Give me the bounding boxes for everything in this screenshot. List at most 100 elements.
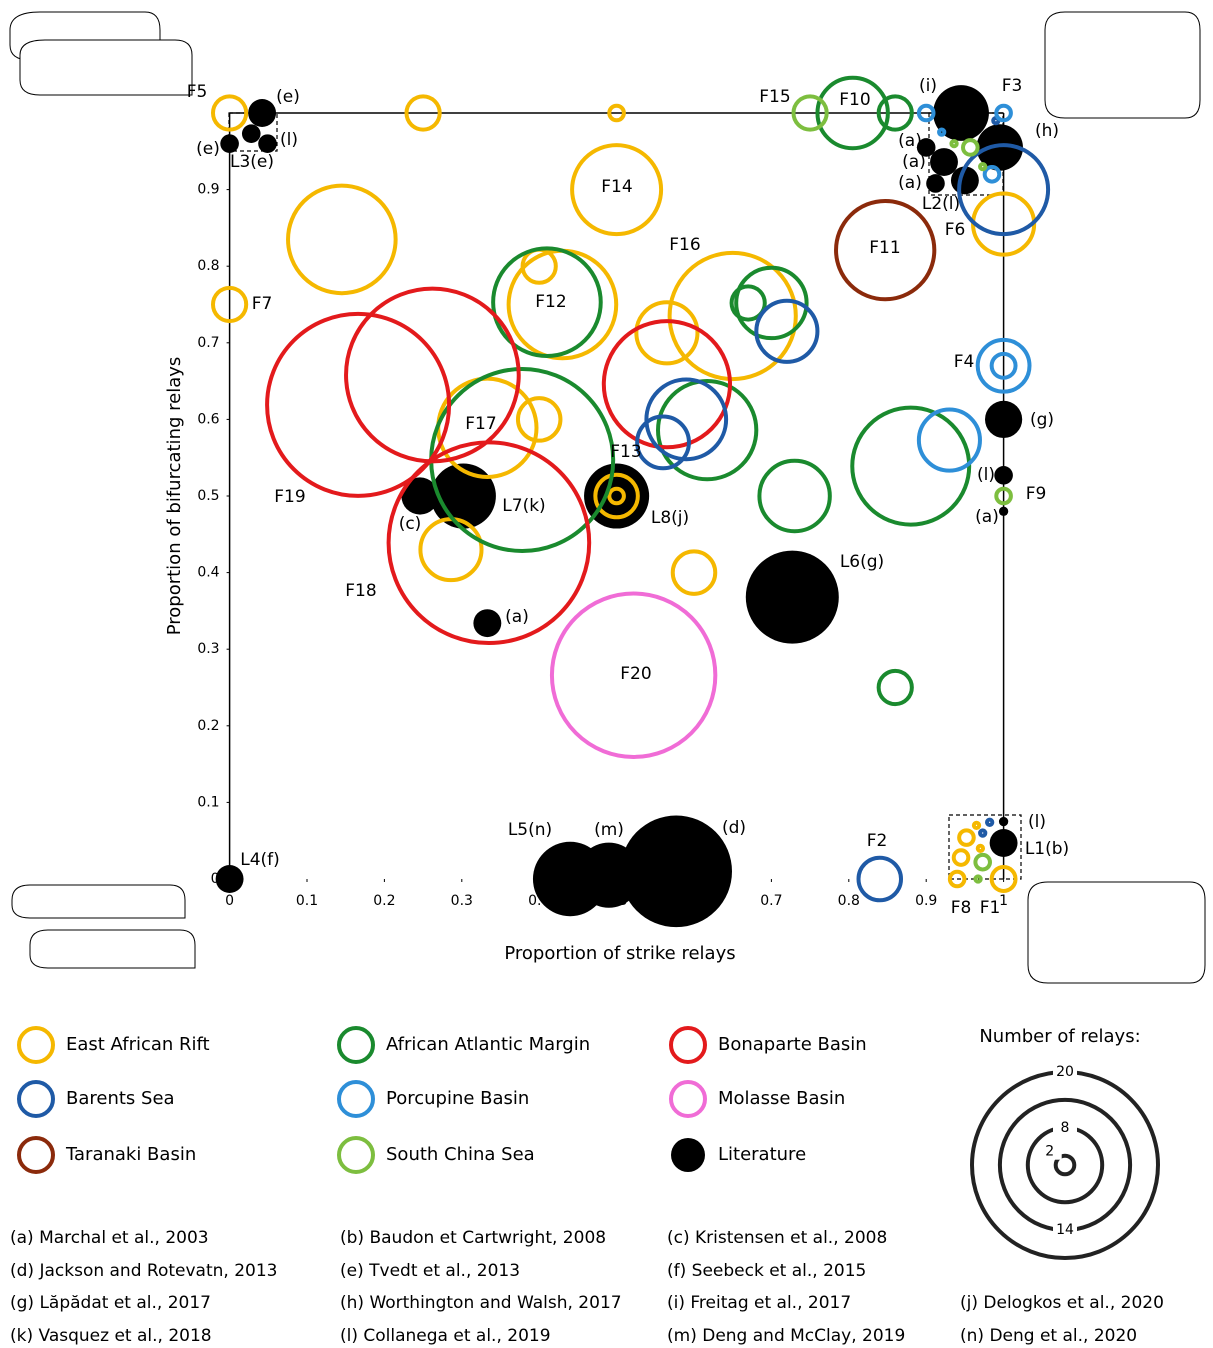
bubble (754, 298, 820, 364)
bubble (667, 250, 798, 382)
bubble (933, 85, 989, 141)
annotation: F16 (669, 235, 700, 255)
legend-label: Taranaki Basin (65, 1144, 196, 1165)
bubble (978, 828, 988, 838)
reference: (j) Delogkos et al., 2020 (960, 1293, 1164, 1313)
size-legend-label: 20 (1056, 1064, 1074, 1080)
annotation: (e) (196, 139, 220, 159)
annotation: F7 (252, 294, 273, 314)
bubble (930, 148, 958, 176)
legend-label: East African Rift (66, 1034, 210, 1055)
bubble (916, 103, 936, 123)
bubble (791, 94, 829, 132)
legend-swatch (337, 1136, 375, 1174)
annotation: L8(j) (651, 508, 689, 528)
annotation: (l) (280, 130, 298, 150)
legend-swatch (669, 1026, 707, 1064)
reference: (l) Collanega et al., 2019 (340, 1326, 551, 1346)
size-legend-label: 8 (1061, 1120, 1070, 1136)
bubble (644, 377, 729, 462)
y-tick-label: 0.8 (197, 258, 219, 274)
x-tick-label: 0.8 (838, 893, 860, 909)
bubble (620, 815, 732, 928)
annotation: F18 (345, 581, 376, 601)
legend-swatch (17, 1080, 55, 1118)
annotation: F5 (187, 82, 208, 102)
bubble (241, 124, 261, 143)
bubble (473, 609, 502, 638)
annotation: F8 (951, 898, 972, 918)
size-legend-title: Number of relays: (979, 1026, 1140, 1047)
size-legend-label: 2 (1045, 1144, 1054, 1160)
bubble (815, 75, 890, 151)
size-legend-label-bg (1053, 1119, 1077, 1136)
bubble (976, 124, 1023, 171)
annotation: (g) (1030, 410, 1054, 430)
bubble (549, 591, 718, 759)
x-tick-label: 0.7 (760, 893, 782, 909)
size-legend-label-bg (1053, 1064, 1077, 1080)
bubble (656, 378, 759, 482)
y-tick-label: 0.2 (197, 718, 219, 734)
y-tick-label: 0.4 (197, 565, 219, 581)
legend-label: Barents Sea (66, 1088, 175, 1109)
size-legend-ring (1053, 1153, 1077, 1177)
bubble (973, 852, 993, 872)
bubble (745, 550, 839, 644)
reference: (a) Marchal et al., 2003 (10, 1228, 209, 1248)
bubble (947, 869, 967, 889)
legend-label: Literature (718, 1144, 806, 1165)
x-axis-label: Proportion of strike relays (504, 943, 735, 964)
annotation: F13 (610, 442, 641, 462)
bubble (982, 164, 1002, 184)
bubble (248, 99, 277, 127)
reference: (f) Seebeck et al., 2015 (667, 1261, 866, 1281)
size-legend-label: 14 (1056, 1222, 1074, 1238)
bubble (635, 414, 691, 471)
reference: (h) Worthington and Walsh, 2017 (340, 1293, 622, 1313)
bubble (601, 319, 733, 450)
y-tick-label: 0.3 (197, 641, 219, 657)
annotation: L5(n) (508, 820, 552, 840)
legend-swatch (337, 1080, 375, 1118)
y-axis-label: Proportion of bifurcating relays (164, 357, 185, 636)
y-tick-label: 0.9 (197, 182, 219, 198)
bubble (215, 865, 244, 893)
annotation: (a) (898, 173, 922, 193)
annotation: F1 (980, 898, 1001, 918)
bubble (876, 668, 914, 707)
annotation: F6 (945, 220, 966, 240)
size-legend-label-bg (1053, 1222, 1077, 1239)
annotation: L7(k) (502, 496, 545, 516)
legend-label: South China Sea (386, 1144, 535, 1165)
bubble (951, 848, 971, 867)
bubble (989, 829, 1018, 857)
bubble (957, 828, 976, 847)
bubble (607, 103, 626, 123)
annotation: F4 (954, 352, 975, 372)
annotation: (d) (722, 818, 746, 838)
y-tick-label: 0.5 (197, 488, 219, 504)
reference: (k) Vasquez et al., 2018 (10, 1326, 212, 1346)
annotation: (i) (919, 76, 937, 96)
annotation: F20 (620, 664, 651, 684)
bubble (607, 486, 626, 506)
bubble (418, 517, 484, 583)
bubble (985, 400, 1023, 438)
bubble (973, 874, 983, 884)
annotation: F15 (759, 87, 790, 107)
bubble (286, 183, 398, 296)
annotation: F9 (1026, 484, 1047, 504)
bubble (985, 817, 995, 827)
bubble (856, 855, 904, 903)
reference: (g) Lăpădat et al., 2017 (10, 1293, 211, 1313)
annotation: (a) (898, 131, 922, 151)
bubble (876, 94, 914, 132)
bubble (729, 284, 767, 322)
annotation: L2(l) (922, 194, 960, 214)
bubble (926, 174, 945, 193)
annotation: L4(f) (240, 850, 280, 870)
annotation: F10 (839, 90, 870, 110)
reference: (c) Kristensen et al., 2008 (667, 1228, 887, 1248)
